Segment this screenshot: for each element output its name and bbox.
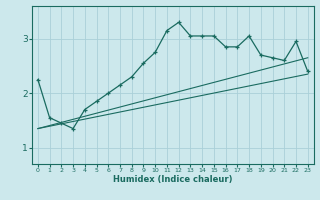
X-axis label: Humidex (Indice chaleur): Humidex (Indice chaleur) [113,175,233,184]
